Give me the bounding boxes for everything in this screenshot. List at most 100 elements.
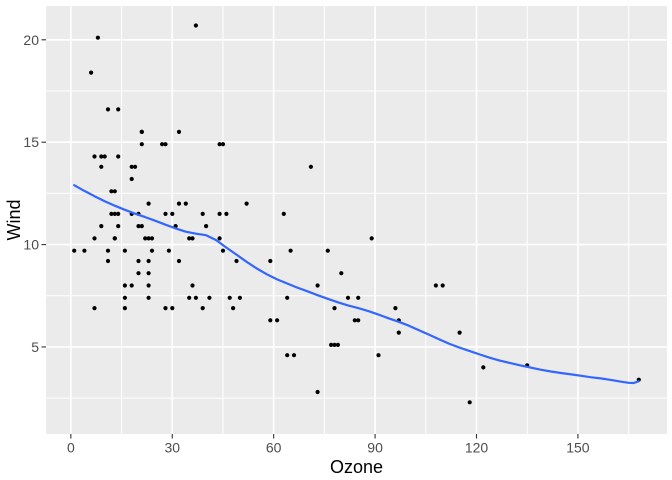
- data-point: [308, 164, 313, 169]
- data-point: [163, 142, 168, 147]
- data-point: [170, 211, 175, 216]
- data-point: [160, 142, 165, 147]
- data-point: [146, 258, 151, 264]
- data-point: [332, 306, 337, 311]
- data-point: [281, 211, 286, 216]
- data-point: [291, 353, 297, 358]
- data-point: [112, 211, 117, 216]
- data-point: [440, 283, 445, 288]
- data-point: [275, 318, 280, 323]
- data-point: [92, 154, 97, 159]
- data-point: [146, 283, 151, 288]
- data-point: [285, 353, 290, 358]
- data-point: [227, 295, 232, 300]
- data-point: [332, 342, 337, 347]
- data-point: [352, 318, 357, 323]
- data-point: [116, 107, 121, 112]
- data-point: [99, 164, 104, 169]
- data-point: [433, 283, 438, 288]
- data-point: [393, 306, 398, 311]
- data-point: [190, 283, 195, 288]
- y-tick-label: 15: [23, 134, 39, 150]
- data-point: [112, 236, 117, 241]
- data-point: [116, 224, 121, 229]
- data-point: [183, 201, 188, 206]
- data-point: [116, 154, 121, 159]
- data-point: [369, 236, 374, 241]
- x-tick-label: 0: [67, 440, 75, 456]
- data-point: [356, 318, 361, 323]
- data-point: [204, 224, 209, 229]
- data-point: [122, 295, 127, 300]
- data-point: [285, 295, 290, 300]
- data-point: [112, 189, 117, 194]
- data-point: [268, 258, 273, 264]
- data-point: [146, 236, 151, 241]
- data-point: [116, 211, 121, 216]
- data-point: [170, 306, 175, 311]
- data-point: [99, 154, 104, 159]
- y-tick-label: 5: [31, 339, 39, 355]
- data-point: [217, 211, 222, 216]
- y-axis-title: Wind: [4, 199, 24, 240]
- plot-panel: [46, 6, 667, 434]
- data-point: [95, 35, 100, 40]
- data-point: [187, 236, 192, 241]
- data-point: [102, 154, 107, 159]
- data-point: [139, 142, 144, 147]
- data-point: [139, 129, 144, 134]
- data-point: [92, 236, 97, 241]
- data-point: [356, 295, 361, 300]
- data-point: [176, 258, 182, 264]
- data-point: [193, 295, 198, 300]
- data-point: [325, 248, 330, 253]
- smooth-line: [73, 184, 640, 385]
- data-point: [105, 107, 111, 112]
- data-point: [99, 224, 104, 229]
- data-point: [109, 211, 114, 216]
- data-point: [234, 258, 239, 264]
- data-point: [231, 306, 236, 311]
- data-point: [163, 211, 168, 216]
- data-point: [89, 70, 94, 75]
- data-point: [122, 283, 127, 288]
- data-point: [315, 283, 320, 288]
- data-point: [122, 248, 127, 253]
- data-point: [136, 271, 141, 276]
- data-point: [457, 330, 462, 335]
- data-point: [82, 248, 87, 253]
- data-point: [376, 353, 381, 358]
- data-point: [345, 295, 351, 300]
- data-point: [166, 248, 171, 253]
- data-point: [288, 248, 293, 253]
- data-point: [139, 224, 144, 229]
- x-axis-title: Ozone: [330, 457, 383, 477]
- y-tick-label: 10: [23, 237, 39, 253]
- data-point: [200, 211, 205, 216]
- data-point: [146, 295, 151, 300]
- data-point: [129, 164, 134, 169]
- y-tick-label: 20: [23, 32, 39, 48]
- data-point: [339, 271, 344, 276]
- x-tick-label: 60: [266, 440, 282, 456]
- data-point: [329, 342, 334, 347]
- data-point: [467, 400, 472, 405]
- data-point: [109, 189, 114, 194]
- data-point: [129, 283, 134, 288]
- data-point: [193, 23, 198, 28]
- data-point: [335, 342, 340, 347]
- data-point: [72, 248, 77, 253]
- data-point: [146, 271, 151, 276]
- data-point: [136, 224, 141, 229]
- x-tick-label: 150: [566, 440, 590, 456]
- data-point: [133, 164, 138, 169]
- data-point: [149, 248, 155, 253]
- data-point: [315, 389, 320, 395]
- data-point: [200, 306, 205, 311]
- data-point: [220, 248, 226, 253]
- data-point: [176, 129, 182, 134]
- data-point: [190, 236, 195, 241]
- data-point: [217, 142, 222, 147]
